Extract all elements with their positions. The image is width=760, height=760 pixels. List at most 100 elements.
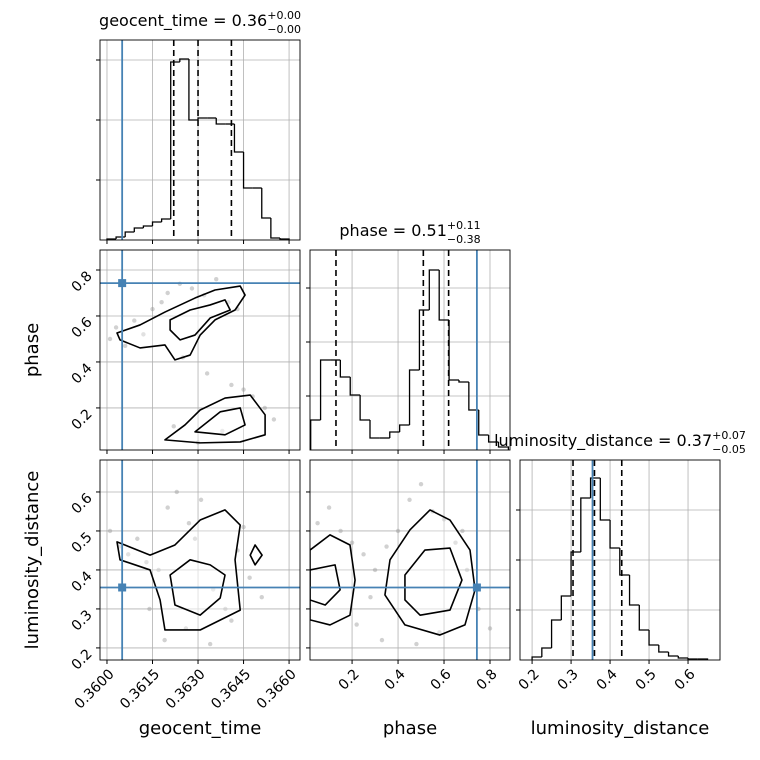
axes-frame [309, 459, 511, 661]
histogram-step [638, 605, 650, 631]
histogram-step [242, 152, 253, 189]
sample-point [192, 536, 198, 541]
histogram-step [589, 477, 601, 498]
histogram-step [609, 520, 620, 549]
sample-point [372, 567, 378, 573]
contour-line [169, 299, 231, 341]
sample-point [144, 559, 149, 565]
sample-point [113, 325, 119, 330]
histogram-step [599, 478, 611, 521]
contour-line [194, 407, 246, 436]
x-axis-label: geocent_time [139, 718, 262, 739]
sample-point [379, 637, 385, 643]
sample-point [464, 567, 470, 573]
histogram-step [339, 360, 351, 378]
contour-line [310, 534, 356, 626]
sample-point [171, 424, 176, 429]
histogram-step [310, 419, 321, 450]
sample-point [198, 497, 204, 502]
sample-point [126, 552, 131, 557]
sample-point [156, 567, 161, 573]
x-axis-label: phase [383, 718, 437, 739]
histogram-step [261, 188, 271, 219]
panel-title: luminosity_distance = 0.37+0.07 −0.05 [494, 429, 746, 456]
axes-frame [99, 459, 301, 661]
histogram-step [133, 227, 144, 232]
axes-frame [519, 459, 721, 661]
sample-point [271, 417, 277, 422]
sample-point [338, 528, 343, 534]
sample-point [354, 622, 359, 627]
sample-point [487, 626, 493, 631]
panel-title: phase = 0.51+0.11 −0.38 [339, 219, 480, 246]
sample-point [207, 641, 213, 647]
title-main: phase = 0.51 [339, 221, 446, 240]
histogram-step [487, 435, 499, 443]
histogram-step [418, 309, 430, 370]
plot-area [310, 250, 510, 450]
sample-point [395, 528, 401, 534]
sample-point [214, 276, 219, 282]
axes-frame [99, 39, 301, 241]
histogram-step [687, 658, 698, 660]
sample-point [229, 618, 234, 623]
panel: phase = 0.51+0.11 −0.38 [306, 219, 511, 454]
sample-point [262, 405, 267, 411]
title-upper-error: +0.11 [447, 219, 481, 232]
sample-point [150, 306, 155, 312]
histogram-step [428, 269, 440, 310]
histogram-step [179, 58, 189, 62]
contour-line [404, 547, 463, 616]
histogram-step [279, 238, 290, 240]
sample-point [162, 637, 167, 643]
histogram-step [648, 630, 659, 646]
sample-point [186, 520, 192, 526]
sample-point [326, 505, 332, 510]
sample-point [107, 528, 113, 534]
sample-point [407, 497, 412, 502]
sample-point [361, 552, 366, 557]
sample-point [204, 371, 210, 376]
sample-point [247, 575, 252, 580]
sample-point [165, 505, 170, 510]
title-upper-error: +0.00 [267, 9, 301, 22]
title-upper-error: +0.07 [712, 429, 746, 442]
histogram-step [399, 424, 410, 432]
histogram-step [151, 221, 162, 226]
x-axis-label: luminosity_distance [531, 718, 710, 739]
histogram-step [215, 118, 226, 125]
histogram-step [570, 551, 581, 596]
sample-point [141, 332, 146, 337]
panel: geocent_time = 0.36+0.00 −0.00 [96, 9, 301, 244]
sample-point [437, 630, 442, 635]
histogram-step [677, 656, 689, 659]
sample-point [241, 524, 246, 530]
sample-point [384, 544, 389, 549]
contour-line [249, 544, 263, 566]
sample-point [418, 481, 424, 487]
plot-area [100, 460, 300, 660]
truth-marker [472, 583, 481, 592]
histogram-step [619, 548, 630, 576]
histogram-step [408, 369, 420, 425]
histogram-step [468, 382, 479, 411]
histogram-step [497, 442, 510, 450]
title-lower-error: −0.05 [712, 443, 746, 456]
sample-point [147, 606, 152, 612]
histogram-step [541, 647, 552, 657]
histogram-step [478, 410, 489, 436]
histogram-step [142, 225, 153, 228]
histogram-step [531, 656, 542, 660]
sample-point [165, 290, 170, 296]
histogram-step [389, 431, 400, 438]
sample-point [368, 595, 373, 600]
title-main: luminosity_distance = 0.37 [494, 431, 712, 451]
axes-frame [309, 249, 511, 451]
sample-point [132, 318, 137, 323]
histogram-step [170, 61, 180, 219]
sample-point [174, 489, 179, 495]
histogram-step [369, 420, 380, 439]
histogram-step [438, 270, 450, 321]
